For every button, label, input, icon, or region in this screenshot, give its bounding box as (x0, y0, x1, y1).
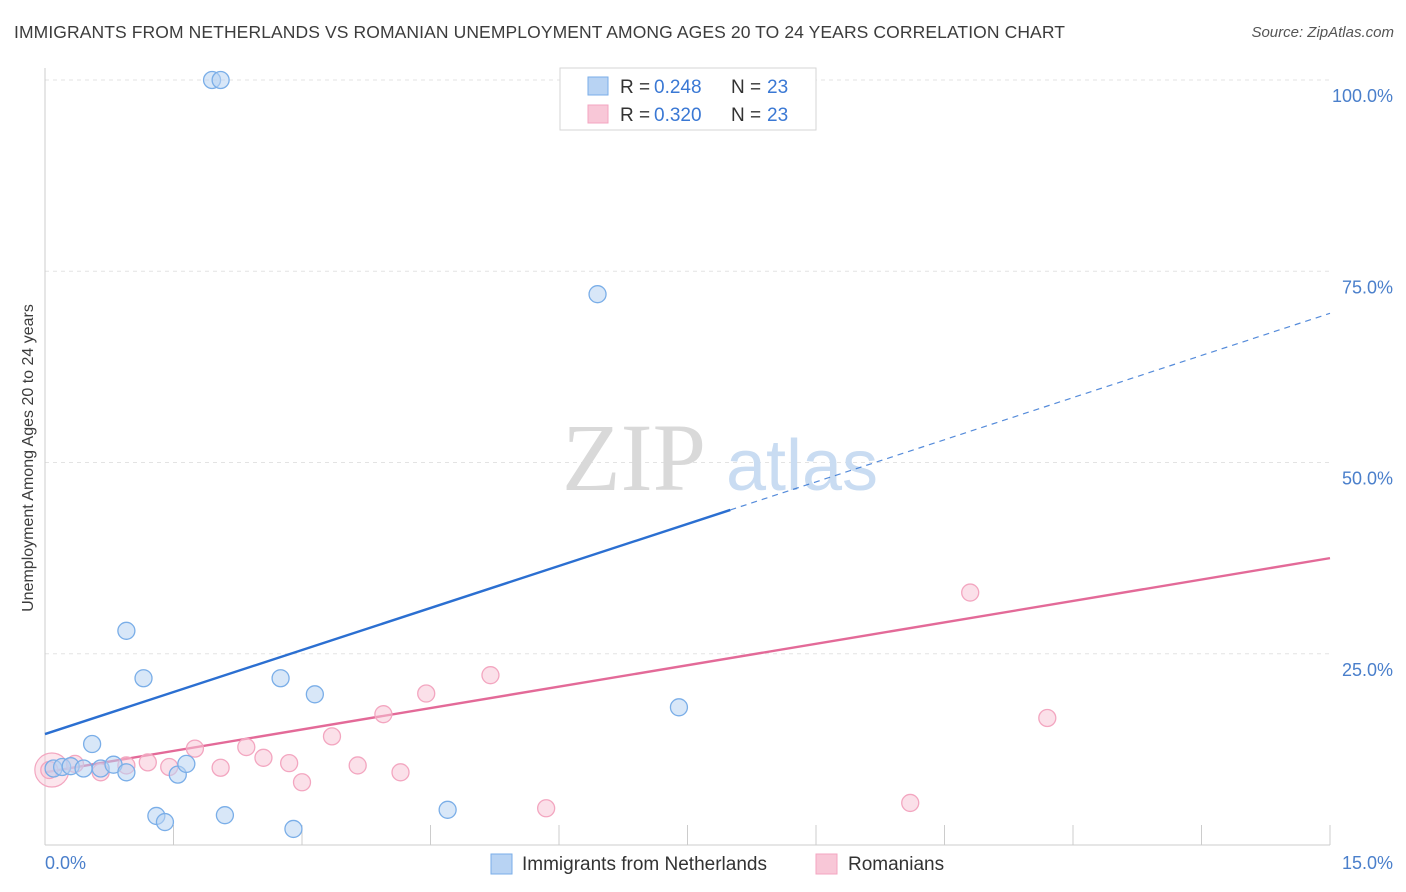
trend-line-netherlands-extension (730, 312, 1331, 511)
point-netherlands (211, 70, 230, 90)
point-netherlands (134, 669, 153, 688)
point-romanians (1038, 708, 1057, 728)
point-netherlands (271, 669, 290, 688)
point-netherlands (669, 698, 689, 717)
point-romanians (374, 705, 393, 724)
legend-r-label: R = (620, 77, 650, 98)
y-tick-label: 75.0% (1342, 277, 1393, 297)
point-romanians (211, 758, 230, 777)
axis-layer: 25.0% 50.0% 75.0% 100.0% 0.0% 15.0% (44, 68, 1393, 873)
stats-legend: R = 0.248 N = 23 R = 0.320 N = 23 (559, 67, 817, 131)
watermark-zip: ZIP (562, 404, 706, 511)
source-label: Source: ZipAtlas.com (1251, 24, 1394, 41)
trend-layer (44, 312, 1331, 774)
legend-label-netherlands: Immigrants from Netherlands (522, 854, 767, 875)
points-layer (34, 70, 1057, 839)
point-romanians (279, 753, 299, 773)
point-netherlands (305, 685, 325, 704)
legend-swatch (587, 104, 609, 124)
point-romanians (138, 753, 157, 772)
legend-label-romanians: Romanians (848, 854, 944, 875)
point-netherlands (82, 734, 102, 754)
point-romanians (537, 799, 556, 818)
legend-n-label: N = (731, 105, 761, 126)
legend-r-value: 0.248 (654, 77, 702, 98)
point-romanians (961, 583, 980, 602)
point-netherlands (438, 800, 457, 819)
watermark-atlas: atlas (726, 426, 878, 506)
point-romanians (901, 793, 920, 813)
point-romanians (417, 684, 436, 703)
trend-line-netherlands (44, 508, 731, 736)
point-netherlands (74, 759, 93, 778)
legend-n-value: 23 (767, 77, 788, 98)
y-tick-label: 25.0% (1342, 660, 1393, 680)
x-tick-label: 15.0% (1342, 853, 1393, 873)
x-tick-label: 0.0% (45, 853, 86, 873)
series-legend: Immigrants from Netherlands Romanians (490, 853, 944, 875)
legend-n-label: N = (731, 77, 761, 98)
y-tick-label: 50.0% (1342, 469, 1393, 489)
point-romanians (481, 666, 500, 685)
grid-layer (45, 79, 1330, 655)
legend-r-value: 0.320 (654, 105, 702, 126)
point-romanians (292, 773, 312, 792)
point-romanians (348, 756, 367, 775)
legend-swatch (587, 76, 609, 96)
trend-line-romanians (44, 556, 1331, 774)
point-netherlands (117, 763, 136, 782)
legend-swatch-romanians (815, 853, 838, 875)
chart-title: IMMIGRANTS FROM NETHERLANDS VS ROMANIAN … (14, 22, 1066, 42)
point-romanians (391, 763, 410, 782)
point-netherlands (177, 754, 196, 774)
point-netherlands (215, 806, 235, 825)
point-romanians (237, 737, 256, 757)
watermark: ZIP atlas (562, 404, 878, 511)
legend-n-value: 23 (767, 105, 788, 126)
y-tick-label: 100.0% (1332, 86, 1393, 106)
legend-swatch-netherlands (490, 853, 513, 875)
point-netherlands (284, 819, 303, 839)
point-romanians (322, 727, 342, 746)
point-romanians (254, 748, 273, 767)
point-romanians (185, 739, 205, 758)
point-netherlands (117, 621, 136, 640)
point-netherlands (588, 285, 607, 304)
point-netherlands (155, 812, 175, 832)
legend-r-label: R = (620, 105, 650, 126)
